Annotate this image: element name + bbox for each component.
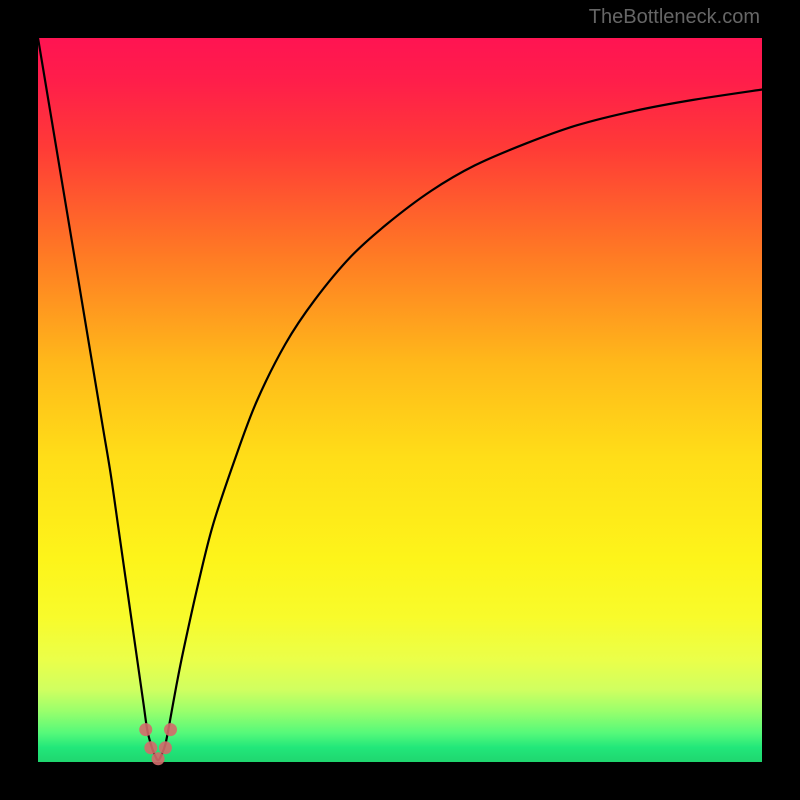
watermark-text: TheBottleneck.com bbox=[589, 6, 760, 29]
chart-svg bbox=[38, 38, 766, 766]
trough-marker bbox=[139, 723, 152, 736]
trough-marker bbox=[164, 723, 177, 736]
trough-marker bbox=[159, 741, 172, 754]
trough-marker-group bbox=[139, 723, 177, 765]
chart-container: TheBottleneck.com bbox=[0, 0, 800, 800]
trough-marker bbox=[144, 741, 157, 754]
plot-area bbox=[36, 36, 764, 764]
bottleneck-curve bbox=[38, 38, 766, 760]
trough-marker bbox=[152, 752, 165, 765]
